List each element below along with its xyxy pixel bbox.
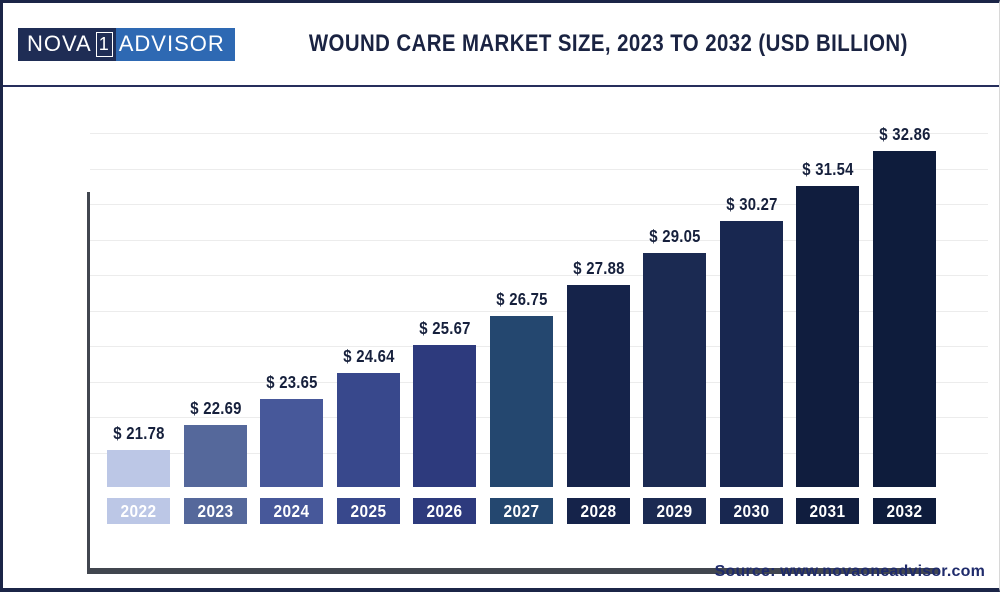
logo-text-nova: NOVA: [27, 31, 92, 56]
gridline: [90, 239, 988, 241]
x-axis-label-text: 2023: [197, 500, 234, 521]
gridline: [90, 133, 988, 134]
x-axis-label-2030: 2030: [720, 498, 783, 524]
gridline: [90, 168, 988, 170]
bar-value-label-2026: $ 25.67: [418, 318, 471, 338]
bar-2025: [337, 373, 400, 487]
bar-chart: $ 21.78 2022 $ 22.69 2023 $ 23.65 2024 $ 24.64…: [3, 87, 999, 588]
logo-text-advisor: ADVISOR: [115, 27, 235, 61]
x-axis-label-text: 2029: [656, 500, 693, 521]
brand-logo: NOVA 1 ADVISOR: [18, 27, 235, 61]
gridline: [90, 310, 988, 312]
logo-dark-segment: NOVA 1: [18, 27, 116, 61]
bar-value-label-2028: $ 27.88: [572, 258, 625, 278]
x-axis-label-text: 2031: [809, 500, 846, 521]
bar-2030: [720, 221, 783, 487]
x-axis-label-2025: 2025: [337, 498, 400, 524]
x-axis-label-text: 2024: [273, 500, 310, 521]
logo-one-box: 1: [95, 31, 113, 57]
x-axis-label-text: 2026: [426, 500, 463, 521]
x-axis-label-text: 2030: [733, 500, 770, 521]
bar-value-label-2024: $ 23.65: [265, 372, 318, 392]
bar-2028: [567, 285, 630, 487]
bar-value-label-2022: $ 21.78: [112, 423, 165, 443]
title-container: WOUND CARE MARKET SIZE, 2023 TO 2032 (US…: [235, 30, 981, 58]
x-axis-label-text: 2028: [580, 500, 617, 521]
gridline: [90, 275, 988, 276]
gridline: [90, 204, 988, 205]
bar-2031: [796, 186, 859, 487]
bar-value-label-2025: $ 24.64: [342, 346, 395, 366]
x-axis-label-2023: 2023: [184, 498, 247, 524]
x-axis-label-2031: 2031: [796, 498, 859, 524]
bar-2032: [873, 151, 936, 487]
bar-value-label-2031: $ 31.54: [801, 159, 854, 179]
x-axis-label-text: 2022: [120, 500, 157, 521]
x-axis-label-text: 2027: [503, 500, 540, 521]
bar-2023: [184, 425, 247, 487]
bar-2029: [643, 253, 706, 487]
bar-2022: [107, 450, 170, 487]
bar-value-label-2023: $ 22.69: [189, 398, 242, 418]
x-axis-label-text: 2025: [350, 500, 387, 521]
x-axis-label-2032: 2032: [873, 498, 936, 524]
bar-2026: [413, 345, 476, 487]
x-axis-line: [87, 568, 939, 574]
source-attribution: Source: www.novaoneadvisor.com: [714, 563, 985, 580]
x-axis-label-text: 2032: [886, 500, 923, 521]
bar-value-label-2032: $ 32.86: [878, 124, 931, 144]
bar-value-label-2030: $ 30.27: [725, 194, 778, 214]
x-axis-label-2024: 2024: [260, 498, 323, 524]
bar-value-label-2029: $ 29.05: [648, 226, 701, 246]
x-axis-label-2026: 2026: [413, 498, 476, 524]
x-axis-label-2027: 2027: [490, 498, 553, 524]
page-title: WOUND CARE MARKET SIZE, 2023 TO 2032 (US…: [308, 30, 908, 57]
y-axis-line: [87, 192, 90, 574]
bar-2024: [260, 399, 323, 487]
bar-value-label-2027: $ 26.75: [495, 289, 548, 309]
bar-2027: [490, 316, 553, 487]
x-axis-label-2029: 2029: [643, 498, 706, 524]
header: NOVA 1 ADVISOR WOUND CARE MARKET SIZE, 2…: [3, 3, 999, 87]
x-axis-label-2022: 2022: [107, 498, 170, 524]
x-axis-label-2028: 2028: [567, 498, 630, 524]
